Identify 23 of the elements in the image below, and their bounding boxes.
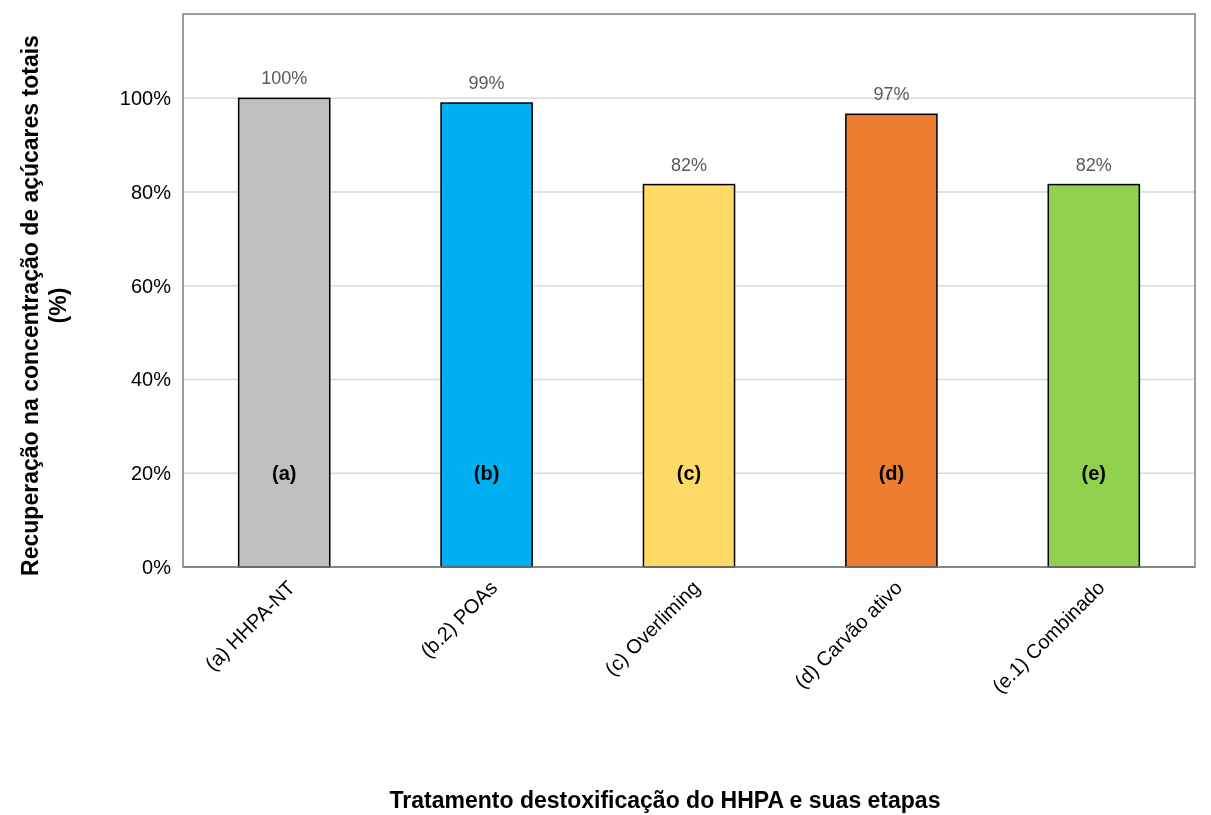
y-tick-label: 20% bbox=[130, 462, 172, 485]
bar bbox=[845, 113, 938, 568]
annotation: (d) bbox=[878, 461, 905, 484]
data-label: 82% bbox=[670, 154, 708, 175]
y-tick-label: 80% bbox=[130, 180, 172, 203]
annotation: (e) bbox=[1081, 461, 1107, 484]
data-label: 100% bbox=[261, 68, 308, 89]
y-tick-label: 60% bbox=[130, 274, 172, 297]
y-tick-label: 100% bbox=[119, 87, 172, 110]
annotation: (a) bbox=[271, 461, 297, 484]
x-axis-title: Tratamento destoxificação do HHPA e suas etapas bbox=[389, 787, 941, 813]
data-label: 99% bbox=[468, 73, 505, 94]
data-label: 82% bbox=[1075, 154, 1112, 175]
y-axis-title: Recuperação na concentração de açúcares totais (%) bbox=[17, 35, 71, 576]
y-tick-label: 0% bbox=[142, 555, 172, 578]
bar bbox=[440, 102, 533, 568]
data-label: 97% bbox=[873, 84, 910, 105]
bar bbox=[1047, 183, 1141, 568]
annotation: (b) bbox=[473, 461, 500, 484]
annotation: (c) bbox=[676, 461, 702, 484]
bar bbox=[642, 183, 736, 568]
y-tick-label: 40% bbox=[130, 368, 172, 391]
bar bbox=[237, 97, 331, 568]
